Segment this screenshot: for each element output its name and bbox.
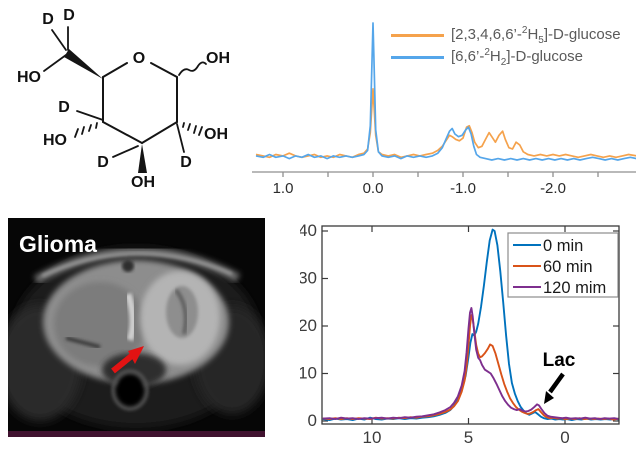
nmr-x-tick-labels: 1.0 0.0 -1.0 -2.0 (273, 180, 566, 197)
label-sup: 2 (521, 25, 528, 36)
label-part: H (527, 26, 539, 43)
nmr-trace-2H2-glucose (255, 22, 636, 161)
atom-label-D: D (97, 154, 109, 171)
glucose-hash-bonds (74, 122, 203, 138)
x-tick-label: 5 (464, 428, 473, 447)
glucose-atom-labels: D D HO O OH D HO D OH D OH (17, 7, 230, 191)
mri-purple-strip (8, 431, 265, 437)
legend-label-2H2-glucose: [6,6’-2H2]-D-glucose (451, 47, 583, 68)
legend-label-0min: 0 min (543, 237, 583, 255)
lac-label: Lac (543, 350, 576, 371)
nmr-axis (252, 171, 636, 177)
atom-label-D: D (58, 99, 70, 116)
tumor-arrowhead (128, 346, 144, 364)
nmr-legend-row: [6,6’-2H2]-D-glucose (391, 47, 621, 68)
legend-swatch-blue (391, 56, 444, 59)
lac-arrow-shaft (548, 372, 565, 394)
atom-label-O: O (133, 50, 145, 67)
nmr-legend-row: [2,3,4,6,6’-2H5]-D-glucose (391, 25, 621, 46)
y-tick-label: 20 (300, 316, 317, 335)
plot-tick-labels: 0 10 20 30 40 10 5 0 (300, 221, 570, 447)
wavy-bond (178, 61, 207, 76)
y-tick-label: 30 (300, 269, 317, 288)
glucose-ring-bonds (102, 62, 178, 144)
mri-glioma-panel: Glioma (8, 218, 265, 437)
tumor-arrow (111, 346, 144, 374)
label-part: [6,6’- (451, 48, 485, 65)
legend-label-2H5-glucose: [2,3,4,6,6’-2H5]-D-glucose (451, 25, 621, 46)
y-tick-label: 0 (308, 411, 317, 430)
label-part: ]-D-glucose (506, 48, 584, 65)
atom-label-OH: OH (131, 174, 155, 191)
atom-label-OH: OH (204, 126, 228, 143)
label-part: ]-D-glucose (543, 26, 621, 43)
legend-label-60min: 60 min (543, 258, 593, 276)
mri-glioma-label: Glioma (19, 231, 97, 257)
x-tick-label: -2.0 (540, 180, 566, 197)
label-part: H (489, 48, 501, 65)
x-tick-label: 0.0 (363, 180, 384, 197)
glucose-structure-panel: D D HO O OH D HO D OH D OH (17, 7, 230, 191)
y-tick-label: 10 (300, 364, 317, 383)
plot-legend: 0 min 60 min 120 mim (507, 232, 619, 298)
legend-label-120min: 120 mim (543, 279, 606, 297)
lac-arrowhead (544, 391, 554, 404)
kinetics-plot-panel: 0 10 20 30 40 10 5 0 0 min 60 min 120 mi… (300, 221, 620, 447)
label-sub: 2 (500, 57, 507, 68)
glucose-substituent-bonds (43, 26, 207, 158)
y-tick-label: 40 (300, 221, 317, 240)
atom-label-OH: OH (206, 50, 230, 67)
nmr-trace-2H5-glucose (255, 87, 636, 159)
spectrum-curve-120min (322, 307, 620, 421)
x-tick-label: 1.0 (273, 180, 294, 197)
atom-label-D: D (180, 154, 192, 171)
mri-anatomy (8, 247, 265, 428)
glucose-wedge-bonds (64, 49, 147, 173)
x-tick-label: 0 (560, 428, 569, 447)
label-sub: 5 (538, 35, 544, 46)
nmr-legend: [2,3,4,6,6’-2H5]-D-glucose [6,6’-2H2]-D-… (391, 25, 621, 68)
lac-annotation: Lac (543, 350, 576, 404)
label-sup: 2 (484, 47, 490, 58)
label-part: [2,3,4,6,6’- (451, 26, 522, 43)
atom-label-HO: HO (17, 69, 41, 86)
atom-label-D: D (42, 11, 54, 28)
atom-label-D: D (63, 7, 75, 24)
nmr-spectrum-panel: 1.0 0.0 -1.0 -2.0 (252, 22, 636, 197)
x-tick-label: 10 (363, 428, 382, 447)
atom-label-HO: HO (43, 132, 67, 149)
legend-swatch-orange (391, 34, 444, 37)
plot-box (321, 225, 620, 425)
x-tick-label: -1.0 (450, 180, 476, 197)
